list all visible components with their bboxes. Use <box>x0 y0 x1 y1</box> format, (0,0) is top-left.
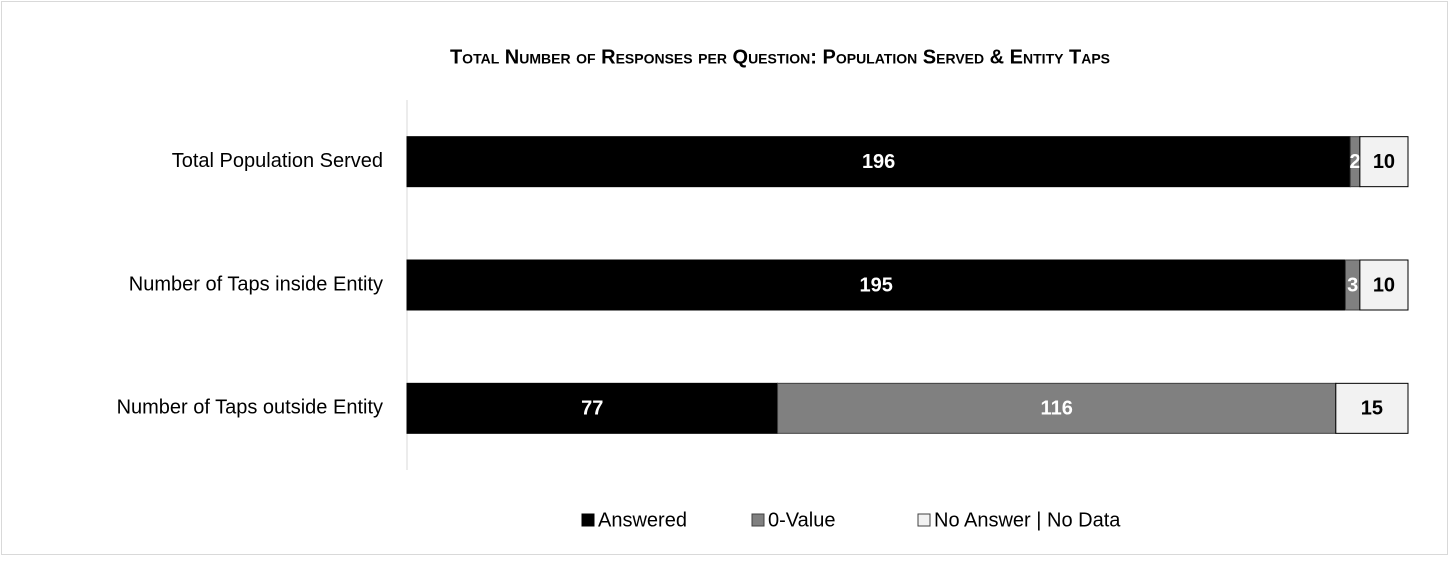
data-label: 10 <box>1373 151 1395 173</box>
legend-swatch <box>581 513 595 527</box>
data-label: 196 <box>862 151 895 173</box>
legend-label: No Answer | No Data <box>934 509 1121 531</box>
data-label: 195 <box>860 274 893 296</box>
legend-swatch <box>751 513 765 527</box>
bar-segment <box>1359 259 1409 311</box>
bar-segment <box>406 382 779 434</box>
legend-label: 0-Value <box>768 509 835 531</box>
bar-segment <box>1335 382 1409 434</box>
data-label: 10 <box>1373 274 1395 296</box>
data-label: 15 <box>1361 398 1383 420</box>
bar-segment <box>406 136 1351 188</box>
category-label: Total Population Served <box>172 150 383 172</box>
data-label: 116 <box>1041 398 1073 420</box>
chart-title: Total Number of Responses per Question: … <box>450 46 1110 68</box>
category-label: Number of Taps inside Entity <box>129 273 383 295</box>
legend-label: Answered <box>598 509 687 531</box>
bar-segment <box>406 259 1346 311</box>
data-label: 2 <box>1350 151 1361 173</box>
data-label: 3 <box>1347 274 1358 296</box>
legend-swatch <box>917 513 931 527</box>
category-label: Number of Taps outside Entity <box>117 397 383 419</box>
bar-segment <box>777 382 1337 434</box>
data-label: 77 <box>581 398 603 420</box>
bar-segment <box>1359 136 1409 188</box>
